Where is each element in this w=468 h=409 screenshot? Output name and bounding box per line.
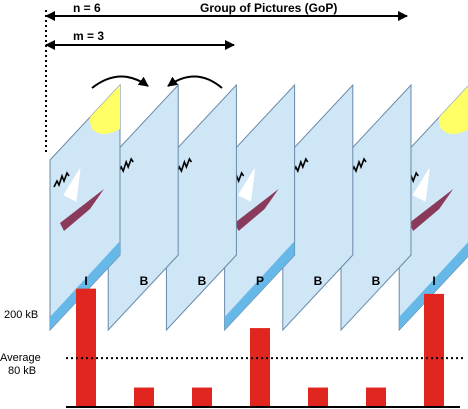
boat-shape xyxy=(234,189,279,231)
y-label-80kb: 80 kB xyxy=(8,365,36,377)
frame-type-label: B xyxy=(140,274,149,288)
sea-shape xyxy=(224,241,295,330)
frame-type-label: B xyxy=(314,274,323,288)
bar-series xyxy=(76,288,444,407)
frame-5 xyxy=(282,83,354,332)
bird-icon xyxy=(292,157,309,174)
bird-icon xyxy=(53,171,70,188)
bar-i-frame xyxy=(76,288,96,407)
frame-picture xyxy=(224,168,295,330)
bird-icon xyxy=(117,157,134,174)
frame-type-label: B xyxy=(198,274,207,288)
bar-p-frame xyxy=(250,328,270,407)
frame-picture xyxy=(399,85,468,330)
frame-size-chart: 200 kB Average 80 kB xyxy=(0,288,466,408)
sun-shape xyxy=(89,85,120,134)
sea-shape xyxy=(399,241,468,330)
forward-prediction-arrow xyxy=(91,75,149,89)
frame-sequence xyxy=(49,83,468,332)
y-label-average: Average xyxy=(0,352,41,364)
frame-panel xyxy=(165,83,237,332)
frame-6 xyxy=(340,83,412,332)
bird-icon xyxy=(350,157,367,174)
frame-panel xyxy=(107,83,179,332)
frame-1 xyxy=(49,83,121,332)
frame-picture xyxy=(50,85,120,330)
sail-shape xyxy=(63,168,81,202)
sail-shape xyxy=(237,168,256,202)
sail-shape xyxy=(412,168,430,202)
bar-b-frame xyxy=(134,387,154,407)
frame-7 xyxy=(398,85,468,332)
frame-type-label: P xyxy=(256,274,264,288)
sun-shape xyxy=(439,85,468,134)
frame-panel xyxy=(340,83,412,332)
m-label: m = 3 xyxy=(73,29,104,43)
frame-panel xyxy=(282,83,354,332)
frame-4 xyxy=(224,83,296,332)
y-label-200kb: 200 kB xyxy=(4,309,38,321)
n-label: n = 6 xyxy=(73,1,101,15)
bird-icon xyxy=(175,157,193,174)
bar-b-frame xyxy=(308,387,328,407)
boat-shape xyxy=(60,189,104,231)
backward-prediction-arrow xyxy=(167,75,223,89)
bar-b-frame xyxy=(192,387,212,407)
frame-type-label: I xyxy=(432,274,435,288)
frame-2 xyxy=(107,83,179,332)
frame-type-label: I xyxy=(84,274,87,288)
frame-type-label: B xyxy=(372,274,381,288)
frame-3 xyxy=(165,83,237,332)
boat-shape xyxy=(409,189,454,231)
sea-shape xyxy=(50,241,120,330)
gop-title: Group of Pictures (GoP) xyxy=(200,1,337,15)
bar-i-frame xyxy=(424,293,444,407)
bar-b-frame xyxy=(366,387,386,407)
